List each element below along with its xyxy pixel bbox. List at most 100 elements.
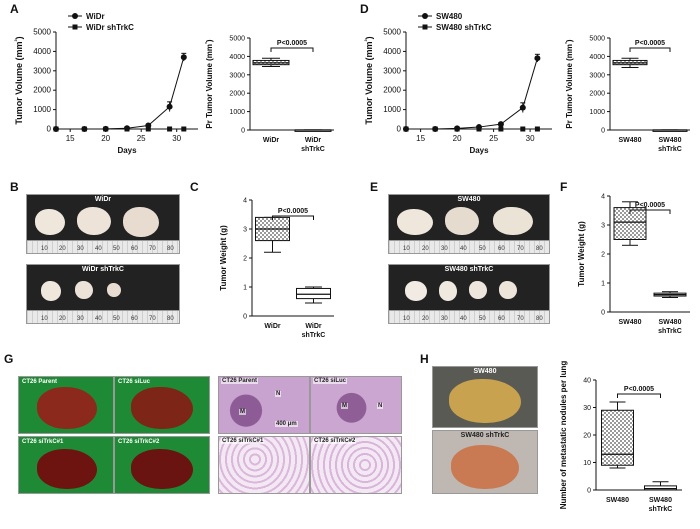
data-point <box>432 126 438 132</box>
y-axis-label: Number of metastatic nodules per lung <box>559 361 568 510</box>
y-tick-label: 2000 <box>383 86 401 95</box>
data-point <box>519 104 526 111</box>
category-label: WiDr <box>263 137 280 144</box>
ruler-tick: 20 <box>422 246 429 252</box>
photo-h-sw480-shtrkc: SW480 shTrkC <box>432 430 538 494</box>
photo-title: WiDr <box>94 196 112 203</box>
tumor-image <box>493 207 533 235</box>
legend-marker <box>422 13 428 19</box>
scale-bar-label: 400 μm <box>275 421 298 427</box>
ruler-tick: 20 <box>59 246 66 252</box>
y-tick-label: 0 <box>47 125 52 134</box>
lung-photo-siluc: CT26 siLuc <box>114 376 210 434</box>
histology-label: CT26 Parent <box>221 378 259 384</box>
y-tick-label: 2 <box>601 252 605 259</box>
data-point <box>167 126 173 132</box>
y-tick-label: 2000 <box>229 91 245 98</box>
ruler-tick: 40 <box>460 316 467 322</box>
data-point <box>53 126 59 132</box>
photo-h-sw480: SW480 <box>432 366 538 428</box>
y-axis-label: Tumor Volume (mm³) <box>14 36 25 124</box>
y-tick-label: 1000 <box>383 105 401 114</box>
histology-label: CT26 siLuc <box>313 378 348 384</box>
lung-photo-parent: CT26 Parent <box>18 376 114 434</box>
y-tick-label: 3000 <box>33 66 51 75</box>
histology-mark: N <box>275 391 282 397</box>
panel-label-g: G <box>4 352 14 366</box>
y-tick-label: 4 <box>601 194 605 201</box>
lung-label: CT26 siTrkC#1 <box>22 439 64 445</box>
p-value-annotation: P<0.0005 <box>635 202 665 209</box>
y-axis-label: Tumor Weight (g) <box>219 225 228 291</box>
ruler-tick: 20 <box>59 316 66 322</box>
y-tick-label: 5000 <box>589 36 605 43</box>
lung-image <box>131 387 193 429</box>
data-point <box>498 126 504 132</box>
x-tick-label: 15 <box>416 134 425 143</box>
ruler-tick: 30 <box>441 246 448 252</box>
y-tick-label: 4000 <box>229 54 245 61</box>
ruler: 10 20 30 40 50 60 70 80 <box>27 310 179 323</box>
tumor-image <box>405 281 427 301</box>
y-tick-label: 1 <box>601 281 605 288</box>
category-label: SW480 <box>649 497 672 504</box>
category-label: shTrkC <box>301 146 325 153</box>
significance-bracket <box>629 47 671 52</box>
histology-parent: CT26 Parent N M 400 μm <box>218 376 310 434</box>
significance-bracket <box>629 209 671 214</box>
ruler-tick: 80 <box>536 246 543 252</box>
photo-b-widr-shtrkc: WiDr shTrkC 10 20 30 40 50 60 70 80 <box>26 264 180 324</box>
ruler-tick: 30 <box>77 246 84 252</box>
x-tick-label: 30 <box>172 134 181 143</box>
category-label: SW480 <box>619 319 642 326</box>
significance-bracket <box>617 393 661 398</box>
legend-marker <box>72 24 78 30</box>
histology-mark: M <box>239 409 246 415</box>
ruler-tick: 10 <box>41 246 48 252</box>
panel-label-b: B <box>10 180 19 194</box>
tumor-image <box>75 281 93 299</box>
data-point <box>476 126 482 132</box>
ruler-tick: 10 <box>403 316 410 322</box>
category-label: SW480 <box>606 497 629 504</box>
y-tick-label: 4 <box>243 198 247 205</box>
y-axis-label: Pr Tumor Volume (mm³) <box>204 39 214 128</box>
ruler-tick: 60 <box>131 316 138 322</box>
data-point <box>180 54 187 61</box>
panel-label-c: C <box>190 180 199 194</box>
y-axis-label: Tumor Volume (mm³) <box>364 36 375 124</box>
legend-label: SW480 shTrkC <box>436 23 492 32</box>
legend-label: SW480 <box>436 12 463 21</box>
panel-label-f: F <box>560 180 568 194</box>
legend-label: WiDr <box>86 12 105 21</box>
ruler-tick: 60 <box>498 316 505 322</box>
ruler-tick: 50 <box>113 246 120 252</box>
x-tick-label: 20 <box>101 134 110 143</box>
box <box>296 287 331 300</box>
y-tick-label: 1000 <box>33 105 51 114</box>
photo-title: SW480 shTrkC <box>460 432 510 439</box>
tumor-image <box>77 207 111 235</box>
series-line <box>56 57 185 130</box>
tumor-image <box>397 209 433 235</box>
legend-label: WiDr shTrkC <box>86 23 134 32</box>
y-tick-label: 3 <box>243 227 247 234</box>
y-tick-label: 40 <box>583 378 591 385</box>
category-label: shTrkC <box>302 332 326 339</box>
data-point <box>166 103 173 110</box>
y-tick-label: 5000 <box>33 28 51 37</box>
ruler-tick: 70 <box>517 246 524 252</box>
ruler-tick: 50 <box>479 316 486 322</box>
y-tick-label: 3000 <box>589 72 605 79</box>
ruler-tick: 10 <box>41 316 48 322</box>
legend-marker <box>422 24 428 30</box>
lung-label: CT26 siTrkC#2 <box>118 439 160 445</box>
x-axis-label: Days <box>117 146 137 155</box>
tumor-image <box>123 207 159 237</box>
lung-image <box>449 379 521 423</box>
y-tick-label: 5000 <box>383 28 401 37</box>
x-tick-label: 15 <box>66 134 75 143</box>
y-tick-label: 2000 <box>589 91 605 98</box>
category-label: shTrkC <box>658 146 682 153</box>
